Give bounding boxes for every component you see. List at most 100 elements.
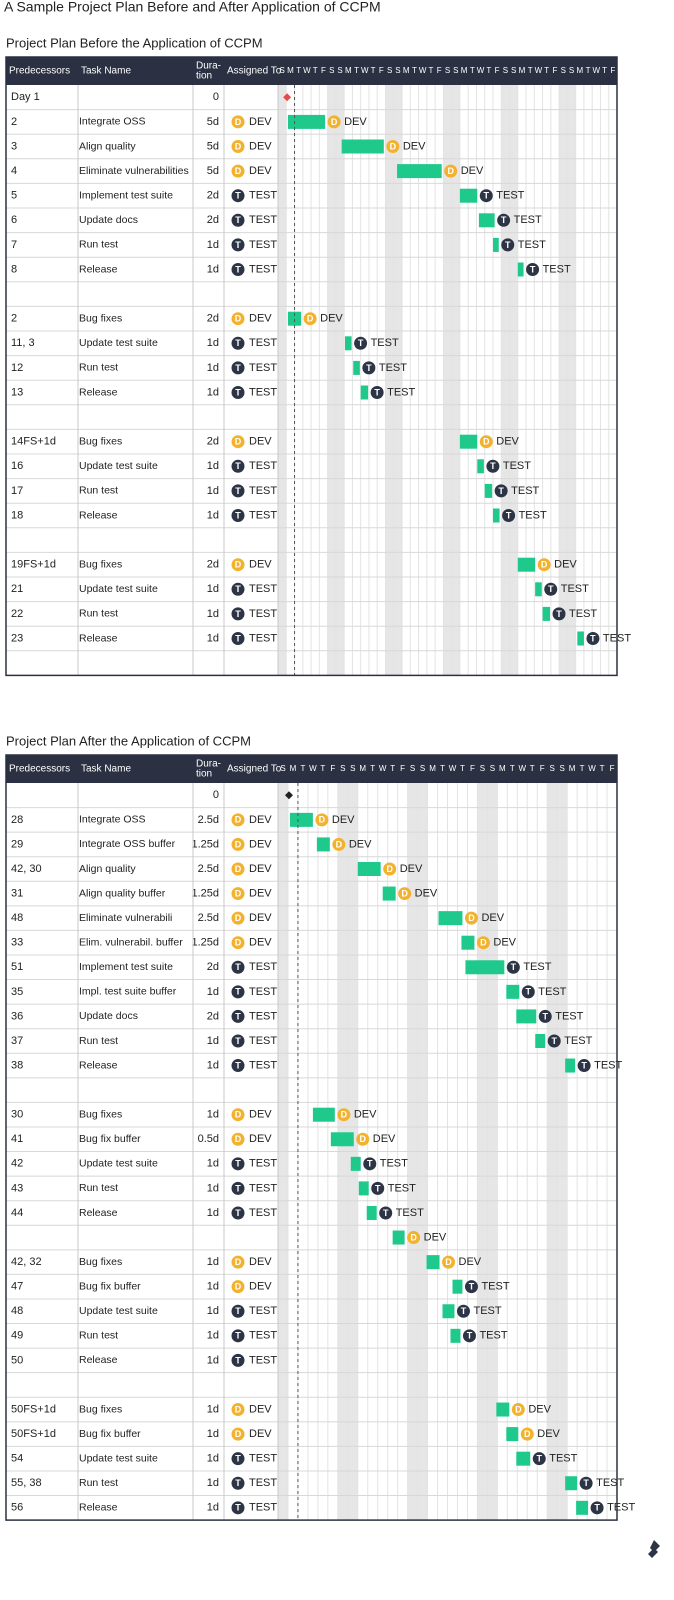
assignee-initial: D <box>235 864 242 874</box>
bar-assignee: TEST <box>511 485 539 497</box>
predecessors-cell: 21 <box>11 583 23 595</box>
bar-assignee: TEST <box>596 1477 624 1489</box>
assignee-cell: DEV <box>249 140 272 152</box>
duration-cell: 2.5d <box>198 814 219 826</box>
assignee-icon <box>231 1255 245 1269</box>
assignee-icon <box>544 582 558 596</box>
duration-cell: 5d <box>207 140 219 152</box>
task-name-cell: Bug fix buffer <box>79 1428 141 1440</box>
weekday-label: S <box>559 764 564 773</box>
assignee-icon <box>332 837 346 851</box>
assignee-initial: T <box>590 633 596 643</box>
assignee-initial: T <box>235 633 241 643</box>
task-bar <box>492 508 500 523</box>
weekday-label: M <box>461 66 468 75</box>
predecessors-cell: 54 <box>11 1453 23 1465</box>
weekday-label: T <box>510 764 515 773</box>
duration-cell: 1.25d <box>191 887 219 899</box>
assignee-initial: T <box>235 1331 241 1341</box>
assignee-icon <box>398 887 412 901</box>
assignee-initial: T <box>501 215 507 225</box>
weekday-label: T <box>429 66 434 75</box>
assignee-icon <box>464 911 478 925</box>
task-name-cell: Align quality <box>79 863 136 875</box>
predecessors-cell: 55, 38 <box>11 1477 42 1489</box>
task-bar <box>478 213 495 228</box>
assignee-icon <box>231 1304 245 1318</box>
assignee-cell: DEV <box>249 912 272 924</box>
assignee-initial: T <box>537 1454 543 1464</box>
predecessors-cell: 31 <box>11 887 23 899</box>
assignee-cell: TEST <box>249 190 277 202</box>
duration-cell: 1d <box>207 583 219 595</box>
task-name-cell: Impl. test suite buffer <box>79 986 177 998</box>
assignee-cell: TEST <box>249 1477 277 1489</box>
assignee-cell: DEV <box>249 1281 272 1293</box>
bar-assignee: DEV <box>332 814 355 826</box>
assignee-icon <box>231 1009 245 1023</box>
duration-cell: 1d <box>207 608 219 620</box>
assignee-icon <box>407 1231 421 1245</box>
weekday-label: F <box>470 764 475 773</box>
duration-cell: 1d <box>207 1305 219 1317</box>
assignee-icon <box>231 1108 245 1122</box>
task-name-cell: Release <box>79 632 118 644</box>
assignee-initial: D <box>235 117 242 127</box>
bar-assignee: TEST <box>380 1158 408 1170</box>
assignee-cell: TEST <box>249 1207 277 1219</box>
header <box>6 57 617 85</box>
duration-cell: 0 <box>213 91 219 103</box>
assignee-icon <box>231 1132 245 1146</box>
weekday-label: F <box>400 764 405 773</box>
bar-assignee: TEST <box>379 362 407 374</box>
assignee-icon <box>231 911 245 925</box>
bar-assignee: DEV <box>459 1256 482 1268</box>
weekday-label: T <box>530 764 535 773</box>
assignee-icon <box>231 960 245 974</box>
assignee-icon <box>231 1353 245 1367</box>
duration-cell: 2d <box>207 436 219 448</box>
task-bar <box>535 582 542 597</box>
assignee-icon <box>231 164 245 178</box>
weekday-label: S <box>387 66 392 75</box>
assignee-initial: D <box>483 437 490 447</box>
task-name-cell: Release <box>79 386 118 398</box>
assignee-cell: TEST <box>249 1330 277 1342</box>
weekday-label: T <box>600 764 605 773</box>
duration-cell: 2d <box>207 1010 219 1022</box>
bar-assignee: TEST <box>569 608 597 620</box>
assignee-icon <box>231 312 245 326</box>
assignee-icon <box>537 558 551 572</box>
predecessors-cell: 23 <box>11 632 23 644</box>
weekday-label: F <box>495 66 500 75</box>
assignee-cell: TEST <box>249 961 277 973</box>
column-header: Task Name <box>81 764 131 775</box>
task-name-cell: Align quality <box>79 140 136 152</box>
predecessors-cell: 11, 3 <box>11 337 35 349</box>
bar-assignee: TEST <box>523 961 551 973</box>
predecessors-cell: 22 <box>11 608 23 620</box>
assignee-icon <box>383 862 397 876</box>
duration-cell: 2d <box>207 961 219 973</box>
task-name-cell: Run test <box>79 1330 118 1342</box>
assignee-icon <box>231 632 245 645</box>
assignee-icon <box>521 985 535 999</box>
weekday-label: F <box>330 764 335 773</box>
weekday-label: T <box>440 764 445 773</box>
predecessors-cell: 13 <box>11 386 23 398</box>
duration-cell: 1d <box>207 509 219 521</box>
task-bar <box>516 1009 537 1024</box>
duration-cell: 1d <box>207 1354 219 1366</box>
predecessors-cell: 2 <box>11 116 17 128</box>
assignee-icon <box>501 238 515 252</box>
task-name-cell: Update test suite <box>79 1452 158 1464</box>
task-name-cell: Eliminate vulnerabilities <box>79 165 189 177</box>
duration-cell: 2d <box>207 190 219 202</box>
duration-cell: 1.25d <box>191 937 219 949</box>
predecessors-cell: 30 <box>11 1109 23 1121</box>
assignee-initial: T <box>235 584 241 594</box>
bar-assignee: TEST <box>607 1502 635 1514</box>
assignee-cell: TEST <box>249 1354 277 1366</box>
weekday-label: M <box>519 66 526 75</box>
assignee-cell: TEST <box>249 608 277 620</box>
